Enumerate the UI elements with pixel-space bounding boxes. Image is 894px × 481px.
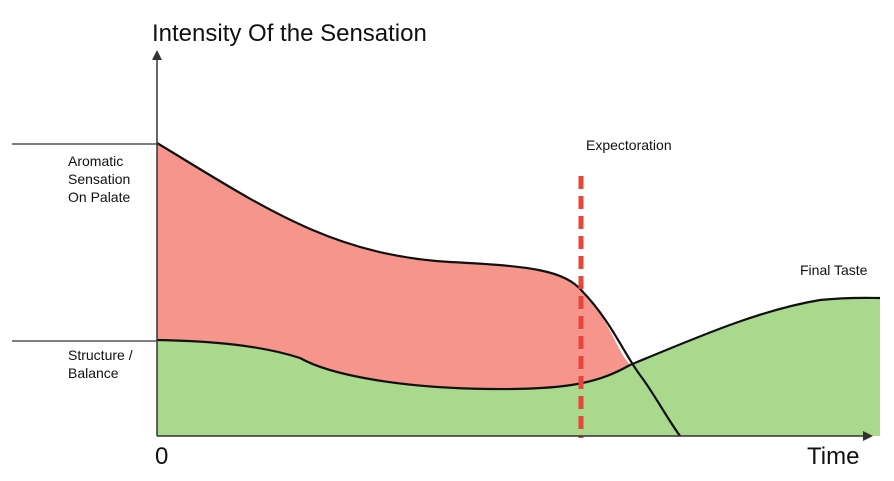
structure-label-line: Structure / [68,347,133,363]
structure-balance-area [157,297,880,436]
aromatic-label: Aromatic Sensation On Palate [68,153,134,205]
aromatic-label-line: Aromatic [68,153,123,169]
diagram-title: Intensity Of the Sensation [152,20,427,47]
expectoration-label: Expectoration [586,137,672,153]
aromatic-label-line: On Palate [68,189,130,205]
structure-label: Structure / Balance [68,347,136,381]
structure-label-line: Balance [68,365,119,381]
final-taste-label: Final Taste [800,262,868,278]
aromatic-sensation-area [157,143,630,390]
x-axis-end-label: Time [807,443,859,470]
x-axis-origin-label: 0 [155,443,168,470]
aromatic-label-line: Sensation [68,171,130,187]
structure-curve [156,296,881,391]
aromatic-curve [156,142,681,437]
